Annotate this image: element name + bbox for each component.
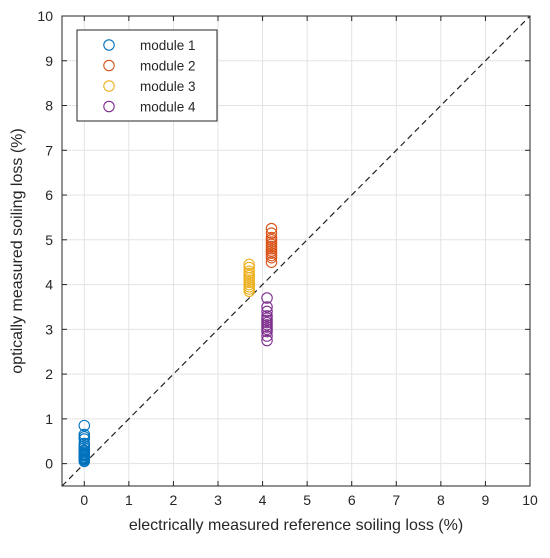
data-point-module-3 (243, 261, 255, 274)
y-tick-labels: 0 1 2 3 4 5 6 7 8 9 10 (37, 8, 530, 472)
x-tick-label: 10 (522, 492, 538, 508)
x-tick-label: 2 (170, 492, 178, 508)
data-points (78, 222, 278, 468)
data-point-module-2 (265, 227, 278, 239)
data-point-module-4 (261, 305, 273, 318)
data-point-module-4 (261, 334, 273, 347)
legend-label-module-1: module 1 (140, 38, 196, 53)
legend-marker-module-2 (103, 59, 115, 72)
legend-box (76, 29, 218, 122)
y-tick-label: 5 (45, 232, 53, 248)
x-tick-label: 3 (214, 492, 222, 508)
data-point-module-2 (265, 222, 278, 235)
y-tick-label: 10 (37, 8, 53, 24)
data-point-module-1 (78, 428, 91, 441)
legend-label-module-3: module 3 (140, 79, 196, 94)
legend: module 1 module 2 module 3 module 4 (76, 29, 218, 122)
y-tick-label: 9 (45, 53, 53, 69)
y-tick-label: 4 (45, 277, 53, 293)
x-tick-label: 6 (348, 492, 356, 508)
data-point-module-3 (243, 265, 255, 277)
legend-label-module-4: module 4 (140, 100, 196, 115)
plot-frame (61, 15, 531, 487)
data-point-module-4 (261, 330, 273, 342)
y-tick-label: 8 (45, 98, 53, 114)
data-point-module-1 (78, 437, 91, 450)
data-point-module-4 (261, 292, 273, 304)
y-tick-label: 1 (45, 411, 53, 427)
x-tick-label: 7 (392, 492, 400, 508)
y-tick-label: 6 (45, 187, 53, 203)
y-axis-label: optically measured soiling loss (%) (9, 128, 26, 373)
x-tick-label: 0 (80, 492, 88, 508)
y-tick-label: 3 (45, 321, 53, 337)
legend-label-module-2: module 2 (140, 59, 196, 74)
data-point-module-4 (261, 310, 273, 322)
reference-line (61, 15, 531, 487)
x-tick-labels: 0 1 2 3 4 5 6 7 8 9 10 (80, 16, 538, 508)
x-tick-label: 5 (303, 492, 311, 508)
data-point-module-3 (243, 258, 255, 271)
data-point-module-1 (78, 419, 91, 432)
y-tick-label: 7 (45, 142, 53, 158)
legend-marker-module-3 (103, 80, 115, 92)
data-point-module-4 (261, 301, 273, 313)
data-point-module-2 (265, 231, 278, 244)
y-tick-label: 2 (45, 366, 53, 382)
x-tick-label: 1 (125, 492, 133, 508)
legend-marker-module-4 (103, 100, 115, 113)
data-point-module-2 (265, 256, 278, 268)
legend-marker-module-1 (103, 39, 115, 51)
x-tick-label: 8 (437, 492, 445, 508)
x-axis-label: electrically measured reference soiling … (129, 517, 463, 534)
x-tick-label: 4 (259, 492, 267, 508)
y-tick-label: 0 (45, 456, 53, 472)
x-tick-label: 9 (482, 492, 490, 508)
